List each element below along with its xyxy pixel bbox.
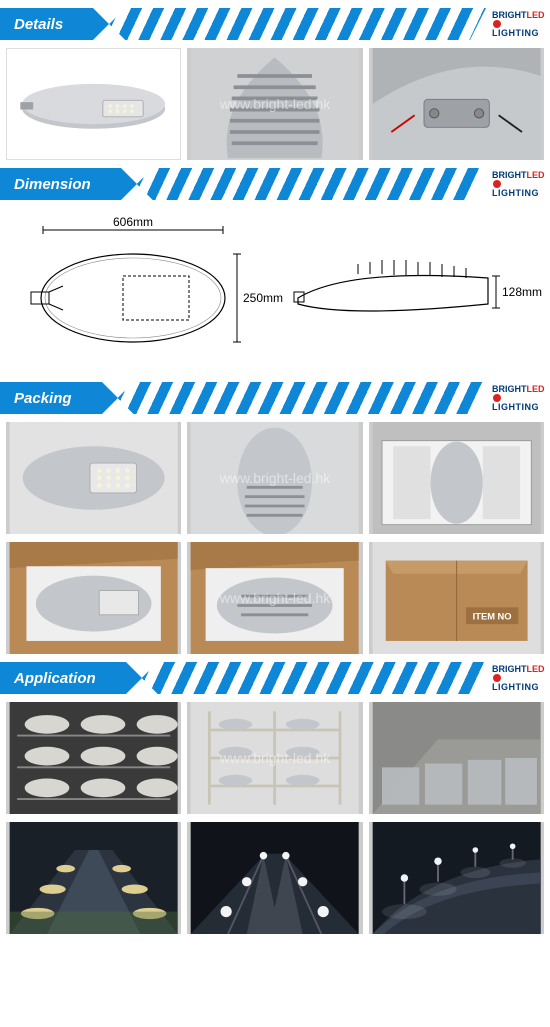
detail-tile-fins <box>187 48 362 160</box>
app-tile-shelf <box>6 702 181 814</box>
svg-text:128mm: 128mm <box>502 285 542 299</box>
app-tile-road-curve <box>369 822 544 934</box>
section-title: Application <box>0 662 126 694</box>
svg-text:606mm: 606mm <box>112 215 152 229</box>
dimension-drawing: 606mm 250mm 128mm <box>0 208 550 374</box>
packing-tile <box>187 422 362 534</box>
section-header-details: Details BRIGHTLED LIGHTING <box>0 8 550 40</box>
packing-tile <box>369 422 544 534</box>
header-stripes <box>118 382 486 414</box>
header-stripes <box>109 8 486 40</box>
brand-logo: BRIGHTLED LIGHTING <box>490 385 550 412</box>
section-title: Dimension <box>0 168 121 200</box>
section-header-dimension: Dimension BRIGHTLED LIGHTING <box>0 168 550 200</box>
packing-row-2: ITEM NO www.bright-led.hk <box>0 542 550 654</box>
brand-logo: BRIGHTLED LIGHTING <box>490 171 550 198</box>
section-header-application: Application BRIGHTLED LIGHTING <box>0 662 550 694</box>
dimension-side-view: 128mm <box>288 238 538 338</box>
app-tile-rack <box>187 702 362 814</box>
section-header-packing: Packing BRIGHTLED LIGHTING <box>0 382 550 414</box>
packing-tile <box>187 542 362 654</box>
section-title: Packing <box>0 382 102 414</box>
application-row-1: www.bright-led.hk <box>0 702 550 814</box>
section-title: Details <box>0 8 93 40</box>
packing-tile <box>6 542 181 654</box>
packing-tile-box: ITEM NO <box>369 542 544 654</box>
detail-tile-side <box>6 48 181 160</box>
brand-logo: BRIGHTLED LIGHTING <box>490 11 550 38</box>
packing-row-1: www.bright-led.hk <box>0 422 550 534</box>
app-tile-highway <box>6 822 181 934</box>
application-row-2 <box>0 822 550 934</box>
app-tile-street <box>187 822 362 934</box>
app-tile-warehouse <box>369 702 544 814</box>
svg-text:250mm: 250mm <box>243 291 283 305</box>
header-stripes <box>142 662 486 694</box>
brand-logo: BRIGHTLED LIGHTING <box>490 665 550 692</box>
details-gallery: www.bright-led.hk <box>0 48 550 160</box>
packing-tile <box>6 422 181 534</box>
svg-text:ITEM NO: ITEM NO <box>472 611 511 621</box>
dimension-top-view: 606mm 250mm <box>13 218 273 358</box>
header-stripes <box>137 168 486 200</box>
detail-tile-bracket <box>369 48 544 160</box>
